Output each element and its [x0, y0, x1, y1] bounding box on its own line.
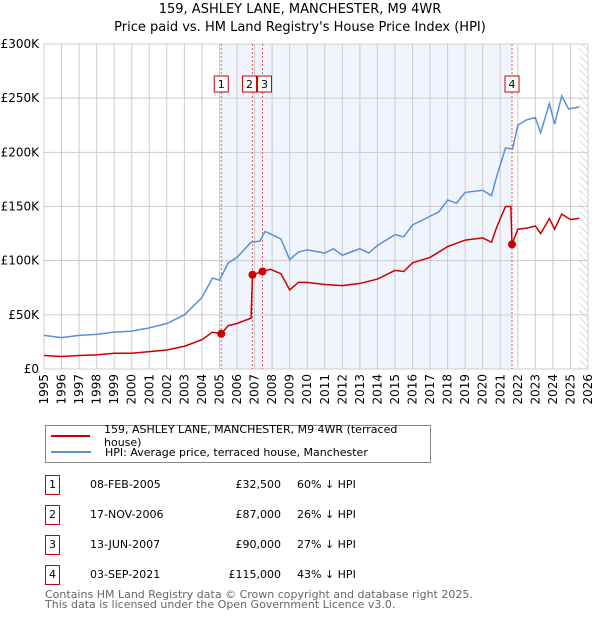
sale-marker-label: 4: [509, 78, 516, 91]
price-chart: 1995 1996 1997 1998 1999 2000 2001 2002 2003 2004…: [1, 37, 595, 405]
sale-number: 4: [45, 565, 60, 585]
legend-label-hpi: HPI: Average price, terraced house, Manc…: [105, 445, 368, 459]
y-tick-label: £0: [24, 362, 39, 376]
x-tick-label: 2022: [511, 374, 525, 405]
sale-hpi-diff: 26% ↓ HPI: [297, 508, 356, 521]
x-tick-label: 2003: [177, 374, 191, 405]
y-tick-label: £50K: [8, 308, 40, 322]
sale-row: 3 13-JUN-2007 £90,000 27% ↓ HPI: [45, 535, 445, 555]
sale-marker-label: 1: [218, 78, 225, 91]
y-tick-label: £200K: [1, 145, 41, 159]
x-tick-label: 2013: [353, 374, 367, 405]
sale-marker-box: [504, 75, 520, 93]
x-tick-label: 2019: [458, 374, 472, 405]
footer: Contains HM Land Registry data © Crown c…: [45, 588, 473, 611]
x-tick-label: 2009: [283, 374, 297, 405]
sale-point: [508, 240, 517, 249]
x-tick-label: 2025: [563, 374, 577, 405]
chart-title: 159, ASHLEY LANE, MANCHESTER, M9 4WR: [158, 2, 442, 17]
x-tick-label: 2001: [142, 374, 156, 405]
x-tick-label: 2023: [528, 374, 542, 405]
x-tick-label: 1998: [90, 374, 104, 405]
sale-row: 2 17-NOV-2006 £87,000 26% ↓ HPI: [45, 505, 445, 525]
sale-date: 03-SEP-2021: [90, 568, 161, 581]
x-tick-label: 2006: [230, 374, 244, 405]
sale-date: 08-FEB-2005: [90, 478, 161, 491]
sale-hpi-diff: 60% ↓ HPI: [297, 478, 356, 491]
plot-border: [43, 43, 589, 370]
y-tick-label: £300K: [1, 37, 41, 51]
x-tick-label: 2014: [370, 374, 384, 405]
sale-date: 13-JUN-2007: [90, 538, 161, 551]
x-tick-label: 1995: [37, 374, 51, 405]
sale-number: 3: [45, 535, 60, 555]
x-tick-label: 2017: [423, 374, 437, 405]
x-tick-label: 2015: [388, 374, 402, 405]
legend-swatch-property: [51, 435, 90, 437]
x-tick-label: 2020: [476, 374, 490, 405]
sale-hpi-diff: 43% ↓ HPI: [297, 568, 356, 581]
legend-label-property: 159, ASHLEY LANE, MANCHESTER, M9 4WR (te…: [104, 423, 398, 449]
sale-point: [258, 267, 267, 276]
sale-number: 2: [45, 505, 60, 525]
sale-marker-box: [256, 75, 272, 93]
x-tick-label: 1996: [55, 374, 69, 405]
x-tick-label: 2007: [248, 374, 262, 405]
chart-subtitle: Price paid vs. HM Land Registry's House …: [114, 20, 486, 35]
footer-licence: This data is licensed under the Open Gov…: [45, 598, 396, 611]
y-tick-label: £100K: [1, 254, 41, 268]
sale-point: [248, 270, 257, 279]
x-tick-label: 2021: [493, 374, 507, 405]
footer-copyright: Contains HM Land Registry data © Crown c…: [45, 588, 473, 601]
sale-price: £90,000: [235, 538, 282, 551]
sale-date: 17-NOV-2006: [90, 508, 164, 521]
y-tick-label: £250K: [1, 91, 41, 105]
legend-swatch-hpi: [51, 451, 91, 453]
sale-row: 4 03-SEP-2021 £115,000 43% ↓ HPI: [45, 565, 445, 585]
property-price-line: [43, 205, 580, 358]
sale-price: £32,500: [235, 478, 282, 491]
x-tick-label: 2004: [195, 374, 209, 405]
hpi-line: [43, 93, 580, 339]
x-tick-label: 2005: [212, 374, 226, 405]
x-tick-label: 2024: [546, 374, 560, 405]
sale-number: 1: [45, 475, 60, 495]
x-tick-label: 2000: [125, 374, 139, 405]
x-tick-label: 2012: [335, 374, 349, 405]
y-tick-label: £150K: [1, 200, 41, 214]
sale-price: £87,000: [235, 508, 282, 521]
sale-price: £115,000: [228, 568, 282, 581]
x-tick-label: 2016: [406, 374, 420, 405]
sale-marker-label: 3: [261, 78, 268, 91]
x-tick-label: 2010: [300, 374, 314, 405]
x-tick-label: 1997: [72, 374, 86, 405]
x-tick-label: 2008: [265, 374, 279, 405]
x-tick-label: 1999: [107, 374, 121, 405]
sale-marker-box: [241, 75, 257, 93]
legend: 159, ASHLEY LANE, MANCHESTER, M9 4WR (te…: [45, 423, 431, 463]
x-tick-label: 2002: [160, 374, 174, 405]
sale-marker-label: 2: [246, 78, 253, 91]
sale-hpi-diff: 27% ↓ HPI: [297, 538, 356, 551]
sale-row: 1 08-FEB-2005 £32,500 60% ↓ HPI: [45, 475, 445, 495]
x-tick-label: 2018: [441, 374, 455, 405]
x-tick-label: 2011: [318, 374, 332, 405]
x-tick-label: 2026: [581, 374, 595, 405]
sale-marker-box: [213, 75, 229, 93]
sale-point: [217, 329, 226, 338]
